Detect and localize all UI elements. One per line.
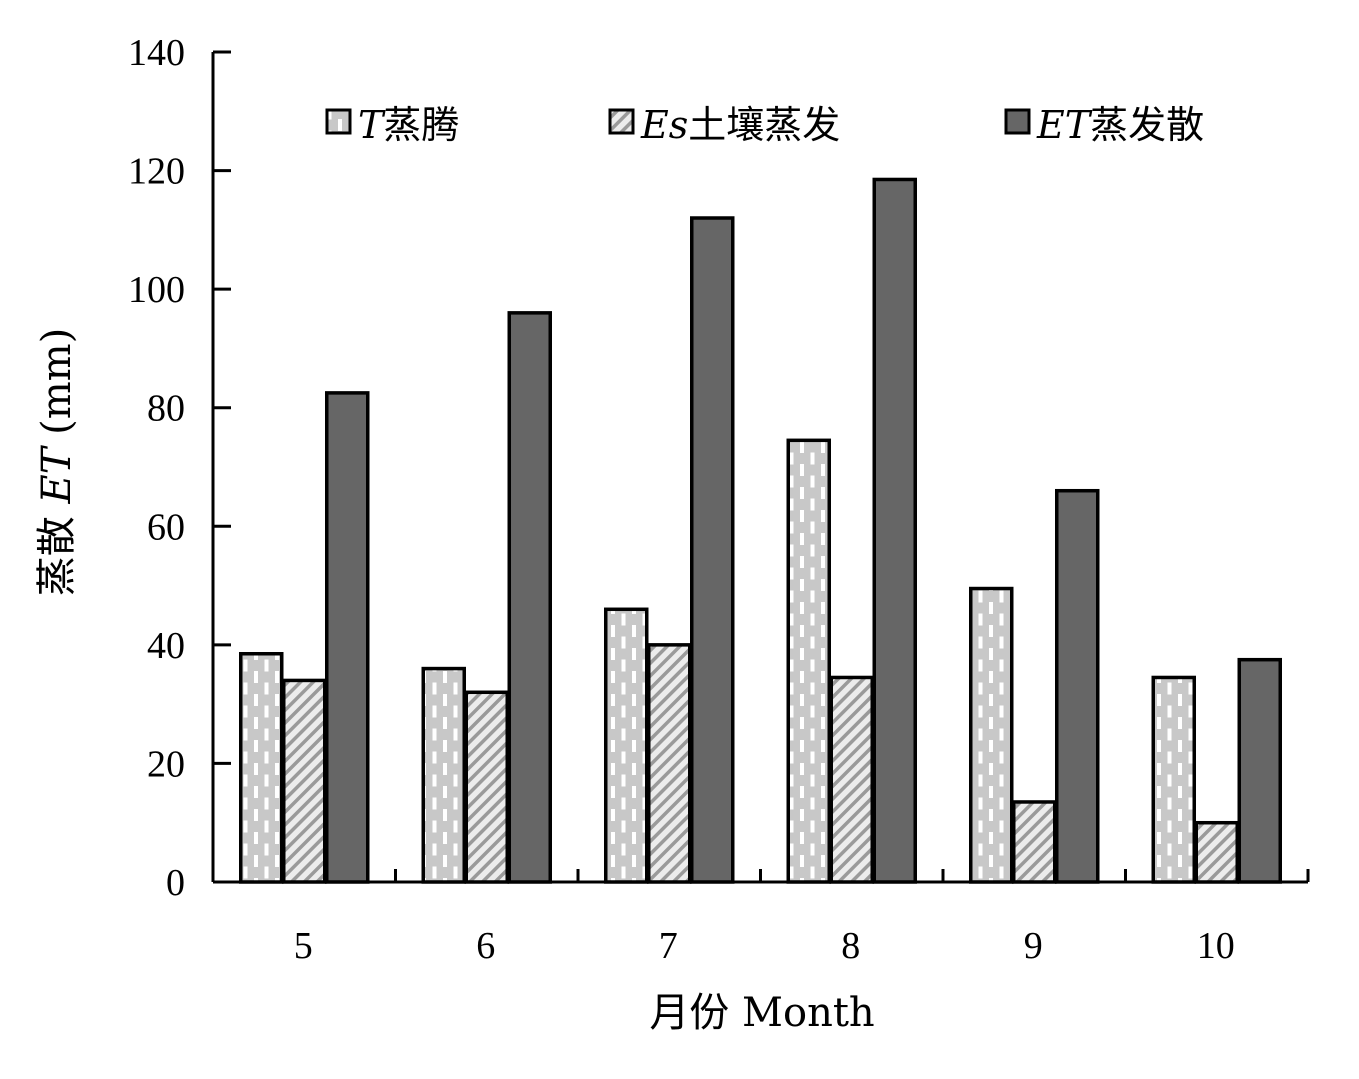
labels-layer: 0 20 40 60 80 100 120 140 5 6 7 8 9 10 月份 Month 蒸散 ET (… [34,32,1235,1036]
bar-es-10 [1194,820,1239,884]
bar-et-9 [1055,488,1100,884]
y-tick-label: 100 [128,269,185,311]
legend-swatch [325,108,352,135]
bar-et-5 [325,391,370,884]
bar-t-6 [421,666,466,884]
bar-es-7 [647,643,692,884]
y-tick-label: 80 [147,388,185,430]
y-tick-label: 20 [147,743,185,785]
bar-es-8 [829,675,874,884]
legend-swatch [608,108,635,135]
legend-swatch [1004,108,1031,135]
y-tick-label: 40 [147,625,185,667]
legend-label: ET蒸发散 [1036,103,1204,147]
legend-label: T蒸腾 [358,103,459,147]
bar-es-9 [1012,800,1057,884]
y-tick-label: 120 [128,151,185,193]
legend: T蒸腾 Es土壤蒸发 ET蒸发散 [325,103,1204,147]
bar-t-7 [604,607,649,884]
x-tick-label: 10 [1197,925,1235,967]
y-tick-label: 0 [166,862,185,904]
x-tick-label: 8 [841,925,860,967]
x-tick-label: 7 [659,925,678,967]
bar-t-10 [1151,675,1196,884]
legend-label: Es土壤蒸发 [640,103,840,147]
bar-et-10 [1237,657,1282,884]
bar-et-6 [507,311,552,884]
axes-layer [211,50,1310,884]
x-tick-label: 9 [1024,925,1043,967]
bar-et-8 [872,177,917,884]
bar-es-6 [464,690,509,884]
bar-t-5 [239,652,284,884]
bar-et-7 [690,216,735,884]
x-tick-label: 5 [294,925,313,967]
legend-item-es: Es土壤蒸发 [608,103,840,147]
bars-layer [239,177,1282,884]
x-axis-title: 月份 Month [649,990,874,1036]
y-tick-label: 60 [147,506,185,548]
legend-item-t: T蒸腾 [325,103,459,147]
legend-item-et: ET蒸发散 [1004,103,1204,147]
y-axis-title: 蒸散 ET (mm) [34,328,80,596]
x-tick-label: 6 [476,925,495,967]
bar-es-5 [282,678,327,884]
bar-t-8 [786,438,831,884]
y-tick-label: 140 [128,32,185,74]
bar-t-9 [969,586,1014,884]
